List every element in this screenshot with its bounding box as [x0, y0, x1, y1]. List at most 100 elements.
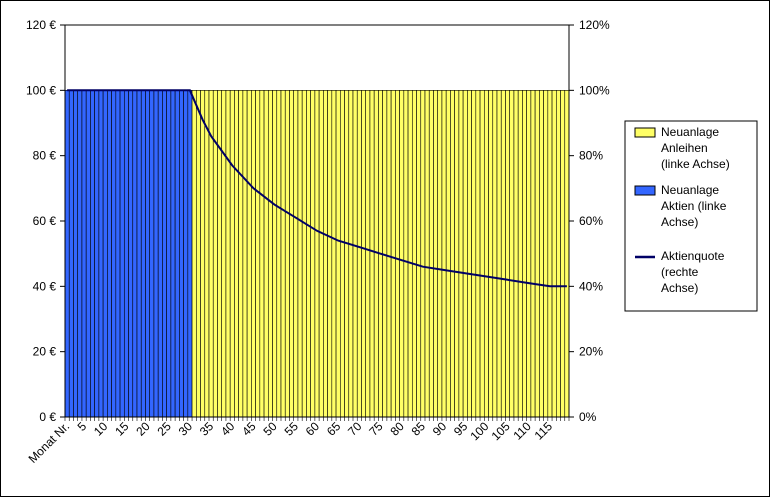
legend-label: Neuanlage Anleihen (linke Achse): [661, 125, 730, 171]
axes-layer: 0 € 20 € 40 € 60 € 80 € 100 € 120 € 0% 20% 40% 60%…: [26, 18, 610, 466]
legend-swatch: [634, 127, 656, 138]
bar-aktien: [115, 90, 121, 418]
x-tick-label: 90: [430, 419, 450, 439]
bar-aktien: [85, 90, 91, 418]
bar-aktien: [179, 90, 184, 418]
bar-aktien: [73, 90, 79, 418]
bar-anleihen: [416, 90, 422, 418]
bar-anleihen: [462, 90, 468, 418]
x-tick-label: 100: [467, 419, 491, 443]
bar-aktien: [107, 90, 112, 418]
bar-anleihen: [246, 90, 252, 418]
bar-anleihen: [242, 90, 248, 418]
bar-anleihen: [555, 90, 561, 418]
bar-anleihen: [217, 90, 223, 418]
bar-aktien: [153, 90, 159, 418]
bar-anleihen: [492, 90, 498, 418]
bar-anleihen: [437, 90, 443, 418]
x-tick-label: 35: [197, 419, 217, 439]
bar-anleihen: [339, 90, 345, 418]
y-left-tick-label: 20 €: [33, 345, 57, 359]
bar-anleihen: [251, 90, 256, 418]
bar-anleihen: [200, 90, 206, 418]
bar-aktien: [166, 90, 172, 418]
bar-anleihen: [522, 90, 527, 418]
legend-label: Neuanlage Aktien (linke Achse): [661, 183, 727, 229]
x-tick-label: 110: [510, 419, 534, 443]
bar-aktien: [187, 90, 193, 418]
bar-aktien: [162, 90, 167, 418]
x-tick-label: 5: [75, 419, 90, 434]
bar-anleihen: [386, 90, 392, 418]
x-tick-label: 25: [155, 419, 175, 439]
x-tick-label: 60: [303, 419, 323, 439]
bar-anleihen: [390, 90, 396, 418]
bar-anleihen: [403, 90, 409, 418]
x-tick-label: 20: [133, 419, 153, 439]
bar-anleihen: [306, 90, 311, 418]
bar-anleihen: [263, 90, 269, 418]
bar-aktien: [90, 90, 95, 418]
bar-anleihen: [479, 90, 485, 418]
x-tick-label: 10: [91, 419, 111, 439]
bar-anleihen: [284, 90, 290, 418]
bar-anleihen: [327, 90, 333, 418]
bar-aktien: [102, 90, 108, 418]
bar-anleihen: [551, 90, 557, 418]
bar-anleihen: [204, 90, 210, 418]
y-left-tick-label: 120 €: [26, 18, 56, 32]
bar-anleihen: [318, 90, 324, 418]
y-left-tick-label: 100 €: [26, 83, 56, 97]
bar-anleihen: [454, 90, 460, 418]
bar-anleihen: [365, 90, 371, 418]
bar-aktien: [123, 90, 129, 418]
bar-anleihen: [195, 90, 201, 418]
bar-anleihen: [297, 90, 303, 418]
bar-anleihen: [323, 90, 328, 418]
bar-aktien: [98, 90, 104, 418]
bar-anleihen: [560, 90, 566, 418]
bar-anleihen: [191, 90, 197, 418]
y-right-tick-label: 120%: [579, 18, 610, 32]
bar-aktien: [128, 90, 134, 418]
bar-anleihen: [475, 90, 481, 418]
x-tick-label: 15: [112, 419, 132, 439]
bar-aktien: [170, 90, 176, 418]
bar-anleihen: [225, 90, 231, 418]
bar-anleihen: [450, 90, 455, 418]
line-layer: [67, 89, 567, 288]
bar-anleihen: [267, 90, 273, 418]
bar-anleihen: [344, 90, 350, 418]
line-aktienquote: [67, 89, 567, 288]
bar-aktien: [132, 90, 138, 418]
bar-anleihen: [361, 90, 367, 418]
bar-anleihen: [424, 90, 430, 418]
bar-aktien: [145, 90, 151, 418]
legend: Neuanlage Anleihen (linke Achse) Neuanlage A…: [624, 120, 758, 312]
bar-aktien: [157, 90, 163, 418]
bar-anleihen: [530, 90, 536, 418]
bar-anleihen: [352, 90, 358, 418]
bar-anleihen: [310, 90, 316, 418]
y-left-tick-label: 40 €: [33, 279, 57, 293]
bar-anleihen: [356, 90, 362, 418]
x-tick-label: 70: [345, 419, 365, 439]
y-left-tick-label: 60 €: [33, 214, 57, 228]
bar-anleihen: [543, 90, 549, 418]
bar-anleihen: [517, 90, 523, 418]
legend-box: [624, 120, 758, 312]
bar-anleihen: [496, 90, 502, 418]
x-tick-label: 30: [176, 419, 196, 439]
x-tick-label: 65: [324, 419, 344, 439]
y-right-tick-label: 20%: [579, 345, 603, 359]
bar-aktien: [81, 90, 87, 418]
x-tick-label: 40: [218, 419, 238, 439]
bars-layer: [64, 25, 570, 418]
x-tick-label: 55: [282, 419, 302, 439]
bar-anleihen: [221, 90, 227, 418]
bar-aktien: [77, 90, 83, 418]
y-right-tick-label: 100%: [579, 83, 610, 97]
bar-anleihen: [564, 90, 570, 418]
